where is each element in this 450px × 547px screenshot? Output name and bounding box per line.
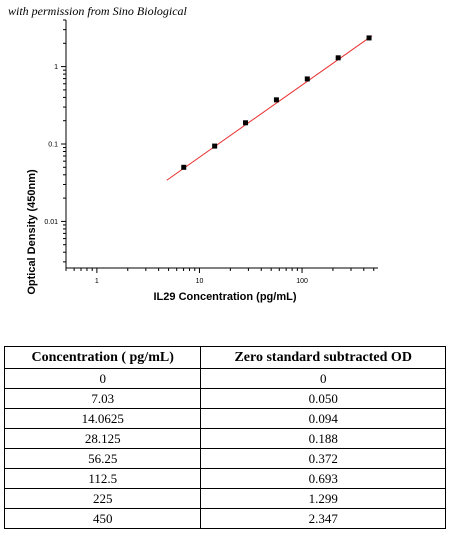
column-header-concentration: Concentration ( pg/mL)	[3, 346, 202, 369]
table-row: 56.25 0.372	[3, 448, 446, 469]
table-row: 450 2.347	[3, 508, 446, 529]
table-row: 112.5 0.693	[3, 468, 446, 489]
x-tick-label: 1	[95, 278, 99, 285]
table-header-row: Concentration ( pg/mL) Zero standard sub…	[3, 346, 446, 369]
column-header-od: Zero standard subtracted OD	[200, 346, 446, 369]
y-tick-label: 0.01	[44, 219, 58, 226]
x-axis-label: IL29 Concentration (pg/mL)	[153, 291, 297, 303]
y-tick-label: 0.1	[48, 142, 58, 149]
table-cell: 14.0625	[3, 408, 202, 429]
x-tick-label: 100	[296, 278, 308, 285]
table-cell: 0.372	[200, 448, 446, 469]
x-tick-label: 10	[196, 278, 204, 285]
data-point	[181, 164, 187, 170]
y-axis-label: Optical Density (450nm)	[26, 169, 38, 295]
y-tick-label: 1	[54, 64, 58, 71]
data-point	[366, 35, 372, 41]
table-row: 7.03 0.050	[3, 388, 446, 409]
fit-line	[166, 35, 373, 181]
table-cell: 2.347	[200, 508, 446, 529]
data-point	[273, 97, 279, 103]
data-point	[212, 143, 218, 149]
table-cell: 0.094	[200, 408, 446, 429]
standard-curve-chart: 1 10 100 0.01 0.1 1	[44, 19, 378, 285]
table-row: 28.125 0.188	[3, 428, 446, 449]
table-row: 14.0625 0.094	[3, 408, 446, 429]
table-cell: 1.299	[200, 488, 446, 509]
data-point	[304, 76, 310, 82]
data-point	[335, 55, 341, 61]
table-cell: 28.125	[3, 428, 202, 449]
table-cell: 0.693	[200, 468, 446, 489]
table-cell: 56.25	[3, 448, 202, 469]
table-cell: 0.050	[200, 388, 446, 409]
table-cell: 0	[200, 368, 446, 389]
table-cell: 112.5	[3, 468, 202, 489]
permission-credit: with permission from Sino Biological	[8, 4, 187, 18]
table-cell: 450	[3, 508, 202, 529]
table-cell: 0.188	[200, 428, 446, 449]
data-point	[243, 120, 249, 126]
table-row: 225 1.299	[3, 488, 446, 509]
table-cell: 0	[3, 368, 202, 389]
standard-data-table: Concentration ( pg/mL) Zero standard sub…	[3, 346, 446, 529]
table-cell: 7.03	[3, 388, 202, 409]
table-cell: 225	[3, 488, 202, 509]
